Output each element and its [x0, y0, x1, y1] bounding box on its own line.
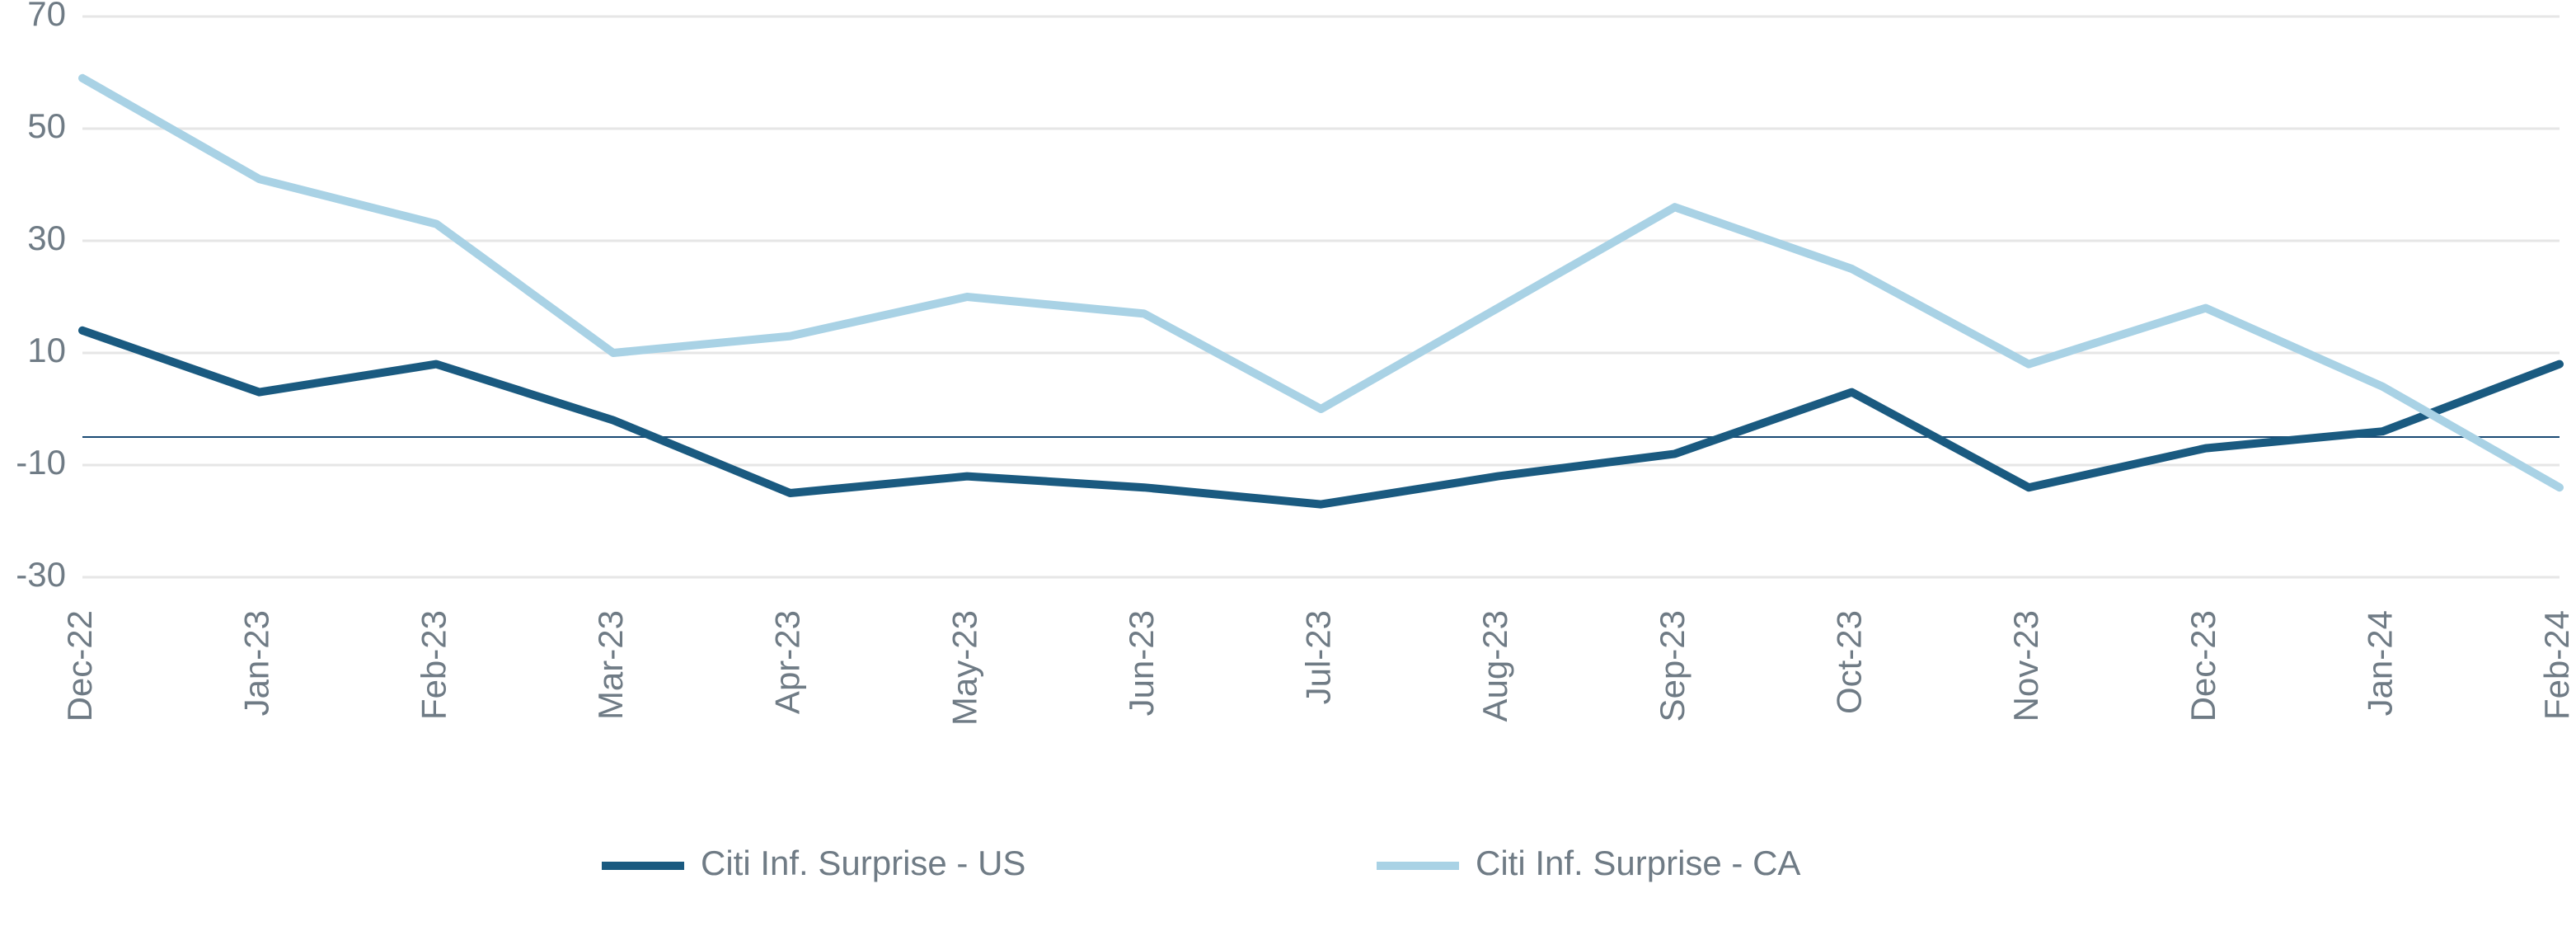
x-tick-label: Jan-24 [2360, 610, 2399, 716]
legend-swatch [1377, 862, 1459, 870]
x-tick-label: Mar-23 [591, 610, 630, 720]
x-tick-label: Jun-23 [1122, 610, 1161, 716]
x-tick-label: Jul-23 [1299, 610, 1338, 704]
x-tick-label: Feb-24 [2537, 610, 2576, 720]
line-chart: -30 -10 10 30 50 70 Dec-22 Jan-23 Feb-23 Mar-23 Ap… [0, 0, 2576, 926]
x-tick-label: Dec-22 [60, 610, 99, 722]
x-tick-label: Nov-23 [2006, 610, 2045, 722]
y-tick-label: 10 [27, 331, 66, 369]
x-tick-label: Dec-23 [2184, 610, 2222, 722]
x-tick-label: Jan-23 [237, 610, 276, 716]
x-tick-label: Sep-23 [1653, 610, 1692, 722]
y-tick-label: 50 [27, 106, 66, 145]
x-tick-label: Aug-23 [1476, 610, 1514, 722]
y-tick-label: 30 [27, 219, 66, 257]
y-tick-label: -30 [16, 555, 66, 594]
x-tick-label: May-23 [945, 610, 983, 726]
x-tick-label: Apr-23 [768, 610, 807, 714]
legend-swatch [602, 862, 684, 870]
legend-label: Citi Inf. Surprise - CA [1476, 844, 1800, 882]
x-tick-label: Oct-23 [1830, 610, 1869, 714]
chart-svg: -30 -10 10 30 50 70 Dec-22 Jan-23 Feb-23 Mar-23 Ap… [0, 0, 2576, 926]
y-tick-label: 70 [27, 0, 66, 33]
x-tick-label: Feb-23 [414, 610, 453, 720]
y-tick-label: -10 [16, 443, 66, 482]
legend-label: Citi Inf. Surprise - US [701, 844, 1025, 882]
chart-bg [0, 0, 2576, 926]
